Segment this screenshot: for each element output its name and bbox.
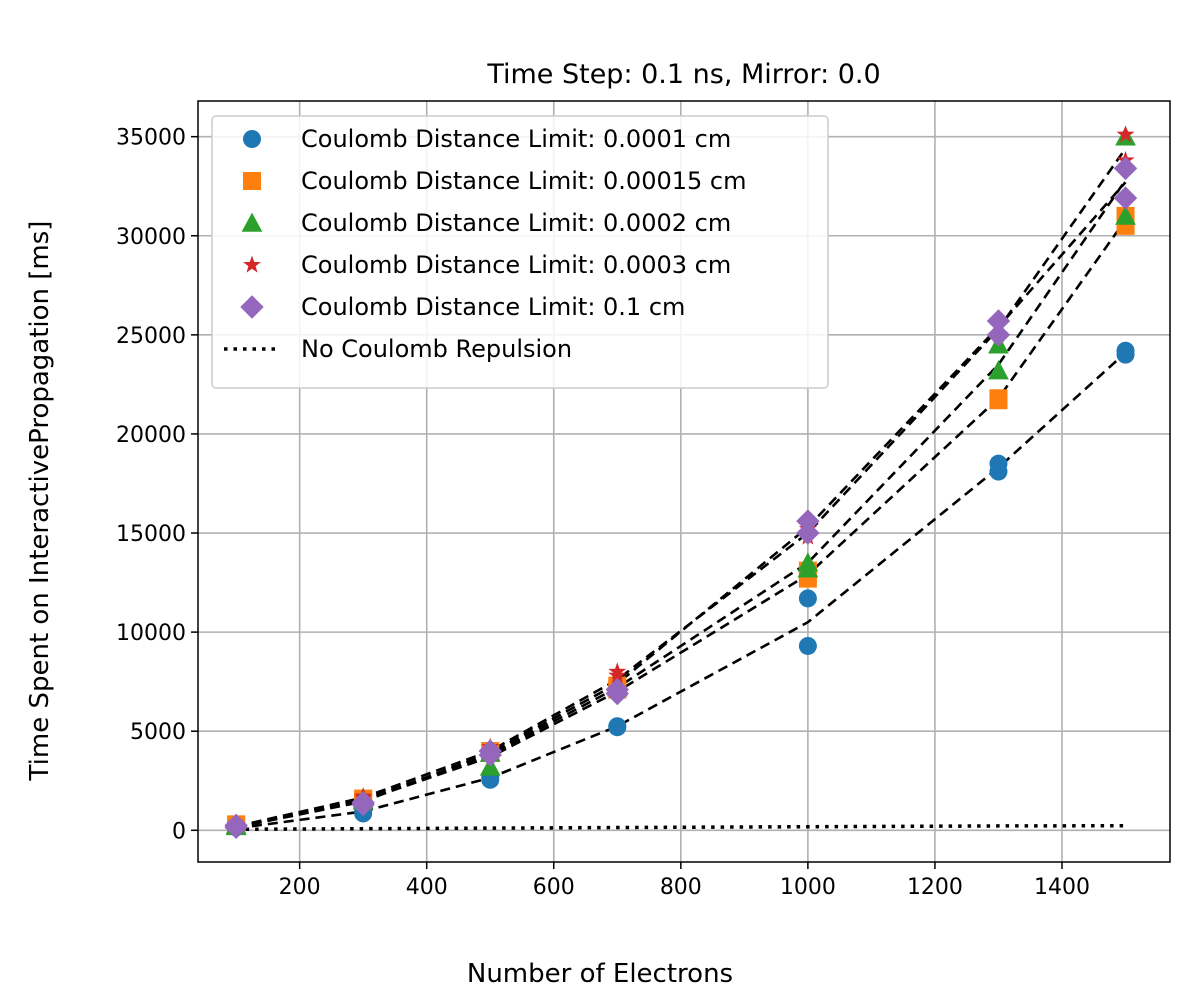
y-tick-label: 25000 xyxy=(116,324,186,349)
series-0-point xyxy=(989,454,1008,473)
legend-label-5: No Coulomb Repulsion xyxy=(301,335,572,363)
chart-title: Time Step: 0.1 ns, Mirror: 0.0 xyxy=(486,59,880,90)
legend-label-0: Coulomb Distance Limit: 0.0001 cm xyxy=(301,125,731,153)
y-tick-label: 20000 xyxy=(116,423,186,448)
x-tick-label: 800 xyxy=(660,875,702,900)
series-2-point xyxy=(988,360,1009,380)
series-0-point xyxy=(608,717,627,736)
series-5-dotted-line xyxy=(236,823,1126,832)
series-0-point xyxy=(798,636,817,655)
series-4-point xyxy=(796,521,820,545)
legend-marker-0 xyxy=(243,130,261,148)
axis-ticks: 200 400 600 800 1000 1200 1400 0 5000 10000 15000 2… xyxy=(116,126,1090,900)
series-2-point xyxy=(1115,205,1136,225)
series-1-point xyxy=(989,389,1008,408)
x-axis-label: Number of Electrons xyxy=(467,959,733,989)
series-4-point xyxy=(478,739,502,763)
series-3-point xyxy=(1116,125,1135,143)
series-4-point xyxy=(1113,156,1138,181)
series-4-point xyxy=(986,323,1011,347)
legend: Coulomb Distance Limit: 0.0001 cm Coulomb… xyxy=(211,115,829,389)
series-4-point xyxy=(224,813,248,838)
legend-marker-3 xyxy=(243,255,261,273)
legend-label-4: Coulomb Distance Limit: 0.1 cm xyxy=(301,293,685,321)
series-4-point xyxy=(986,309,1011,333)
legend-label-2: Coulomb Distance Limit: 0.0002 cm xyxy=(301,209,731,237)
plot-frame xyxy=(197,100,1171,863)
x-tick-label: 600 xyxy=(533,875,575,900)
legend-marker-2 xyxy=(241,212,263,232)
legend-label-1: Coulomb Distance Limit: 0.00015 cm xyxy=(301,167,746,195)
legend-box xyxy=(211,115,829,389)
x-tick-label: 1200 xyxy=(907,875,963,900)
x-tick-label: 200 xyxy=(279,875,321,900)
series-4-point xyxy=(351,790,375,815)
x-tick-label: 400 xyxy=(406,875,448,900)
y-tick-label: 10000 xyxy=(116,621,186,646)
legend-label-3: Coulomb Distance Limit: 0.0003 cm xyxy=(301,251,731,279)
y-tick-label: 0 xyxy=(172,819,186,844)
series-0-point xyxy=(1116,341,1135,360)
series-3-point xyxy=(608,662,627,680)
series-4-point xyxy=(1113,186,1138,210)
legend-marker-1 xyxy=(243,172,261,190)
y-tick-label: 35000 xyxy=(116,126,186,151)
legend-marker-4 xyxy=(240,295,264,319)
x-tick-label: 1400 xyxy=(1034,875,1090,900)
y-tick-label: 15000 xyxy=(116,522,186,547)
series-4-point xyxy=(796,509,820,533)
data-markers xyxy=(224,125,1138,840)
series-2-point xyxy=(797,552,819,572)
series-0-point xyxy=(798,589,817,608)
series-4-point xyxy=(605,677,629,702)
x-tick-label: 1000 xyxy=(780,875,836,900)
y-tick-label: 30000 xyxy=(116,225,186,250)
y-axis-label: Time Spent on InteractivePropagation [ms… xyxy=(25,221,55,782)
y-tick-label: 5000 xyxy=(130,720,186,745)
